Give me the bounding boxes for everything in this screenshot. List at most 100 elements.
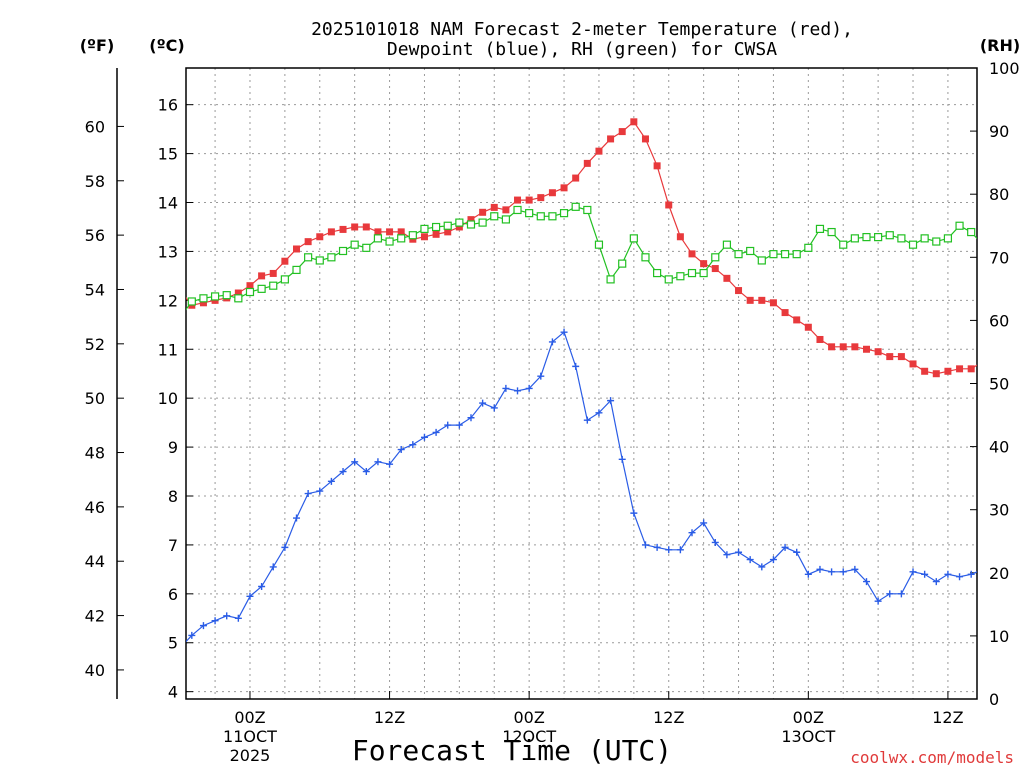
dewpoint-point (897, 590, 905, 598)
rh-point (850, 234, 859, 243)
rh-tick-label: 40 (989, 438, 1009, 457)
temperature-point (420, 233, 428, 241)
rh-tick-labels: 0 10 20 30 40 50 60 70 80 90 100 (970, 59, 1020, 709)
dewpoint-point (211, 617, 219, 625)
dewpoint-point (723, 551, 731, 559)
rh-point (385, 237, 394, 246)
temperature-point (886, 353, 894, 361)
rh-point (350, 240, 359, 249)
rh-point (711, 253, 720, 262)
rh-point (304, 253, 313, 262)
rh-point (955, 221, 964, 230)
fahrenheit-tick-label: 52 (85, 335, 105, 354)
rh-tick-label: 100 (989, 59, 1020, 78)
x-axis-label: Forecast Time (UTC) (352, 734, 672, 767)
rh-point (177, 314, 184, 321)
dewpoint-point (304, 490, 312, 498)
temperature-point (537, 194, 545, 202)
rh-point (1014, 247, 1021, 254)
temperature-point (432, 230, 440, 238)
series-layer (177, 118, 1021, 643)
rh-point (653, 268, 662, 278)
series-rh (177, 202, 1021, 321)
temperature-point (293, 245, 301, 253)
rh-point (187, 297, 196, 306)
temperature-point (316, 233, 324, 241)
temperature-point (816, 335, 824, 343)
temperature-point (281, 257, 289, 265)
chart-title-line-1: 2025101018 NAM Forecast 2-meter Temperat… (311, 19, 853, 40)
temperature-point (1014, 336, 1021, 343)
temperature-point (397, 228, 405, 236)
rh-point (594, 240, 604, 249)
rh-point (874, 233, 883, 242)
celsius-tick-label: 11 (158, 340, 178, 359)
series-dewpoint (186, 328, 1021, 643)
dewpoint-point (956, 573, 964, 581)
dewpoint-point (932, 578, 940, 586)
rh-point (722, 240, 732, 249)
rh-point (455, 218, 464, 227)
celsius-tick-label: 9 (168, 438, 178, 457)
rh-point (885, 231, 894, 240)
dewpoint-point (595, 409, 603, 417)
dewpoint-point (223, 612, 231, 620)
dewpoint-point (420, 433, 428, 441)
dewpoint-point (548, 338, 556, 346)
rh-unit-label: (RH) (980, 36, 1020, 55)
credit-text: coolwx.com/models (850, 748, 1014, 767)
rh-point (315, 256, 324, 265)
temperature-point (956, 365, 964, 373)
celsius-tick-label: 4 (168, 683, 178, 702)
rh-point (571, 202, 580, 211)
temperature-point (828, 343, 836, 351)
temperature-point (897, 353, 905, 361)
rh-point (222, 291, 231, 300)
time-tick-label: 00Z (793, 708, 824, 727)
celsius-tick-label: 6 (168, 585, 178, 604)
temperature-point (967, 365, 975, 373)
rh-point (943, 234, 953, 243)
dewpoint-point (1014, 554, 1021, 561)
temperature-point (351, 223, 359, 231)
plot-frame (185, 67, 978, 700)
dewpoint-point (246, 592, 254, 600)
dewpoint-point (607, 397, 615, 405)
rh-point (478, 218, 487, 227)
dewpoint-point (862, 578, 870, 586)
rh-point (373, 234, 383, 243)
dewpoint-point (769, 556, 777, 564)
temperature-point (548, 189, 556, 197)
temperature-point (839, 343, 847, 351)
rh-point (199, 294, 208, 303)
rh-point (280, 275, 289, 284)
dewpoint-point (618, 455, 626, 463)
rh-point (967, 227, 976, 237)
celsius-tick-label: 5 (168, 634, 178, 653)
rh-tick-label: 50 (989, 375, 1009, 394)
celsius-tick-label: 7 (168, 536, 178, 555)
rh-point (536, 212, 545, 221)
temperature-point (455, 223, 463, 231)
temperature-point (1003, 341, 1010, 348)
series-temperature (186, 118, 1021, 378)
dewpoint-point (455, 421, 463, 429)
time-tick-label: 00Z (234, 708, 265, 727)
dewpoint-point (514, 387, 522, 395)
temperature-point (932, 370, 940, 378)
time-tick-label: 12Z (932, 708, 963, 727)
temperature-point (502, 206, 510, 214)
rh-tick-label: 90 (989, 122, 1009, 141)
rh-point (257, 284, 266, 293)
rh-point (664, 275, 673, 284)
rh-point (629, 234, 638, 243)
dewpoint-point (560, 328, 568, 336)
rh-tick-label: 60 (989, 311, 1009, 330)
temperature-point (444, 228, 452, 236)
rh-point (769, 250, 778, 259)
rh-point (897, 234, 906, 243)
rh-point (234, 294, 243, 303)
temperature-point (909, 360, 917, 368)
rh-point (815, 224, 825, 234)
fahrenheit-tick-label: 60 (85, 117, 105, 136)
